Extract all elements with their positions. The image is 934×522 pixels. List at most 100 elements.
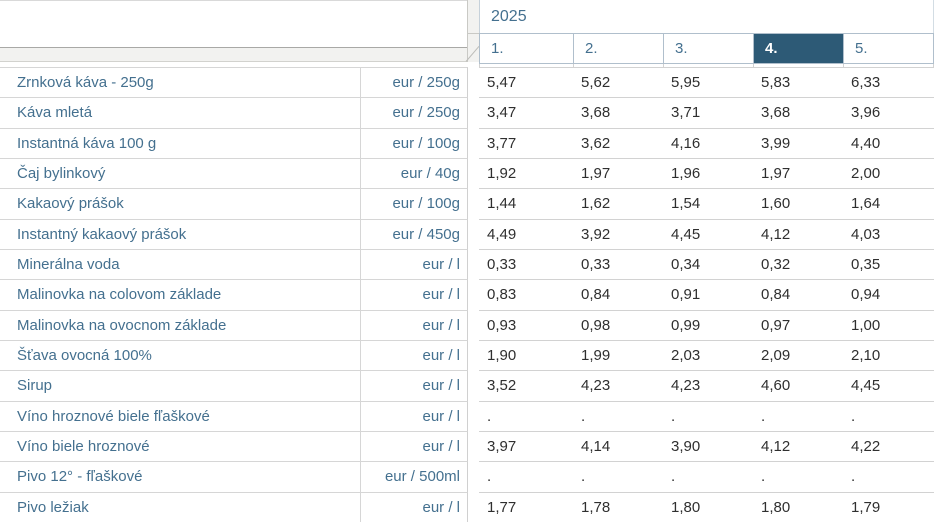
product-name-cell: Pivo 12° - fľaškové	[0, 462, 361, 492]
table-row: Pivo ležiak eur / l	[0, 491, 468, 522]
value-cell: .	[487, 468, 492, 486]
unit-cell: eur / l	[422, 377, 460, 395]
value-cell: 4,03	[851, 225, 881, 243]
value-cell: 3,92	[581, 225, 611, 243]
value-cell: 1,44	[487, 195, 517, 213]
value-cell: 2,09	[761, 347, 791, 365]
value-cell: 0,34	[671, 256, 701, 274]
value-cell: 4,49	[487, 225, 517, 243]
month-header-cell[interactable]: 5.	[844, 34, 934, 63]
table-row: Pivo 12° - fľaškové eur / 500ml	[0, 461, 468, 492]
month-header-cell[interactable]: 4.	[754, 34, 844, 63]
value-cell: 1,78	[581, 498, 611, 516]
value-cell: 5,95	[671, 74, 701, 92]
value-cell: 3,68	[581, 104, 611, 122]
value-cell: 3,97	[487, 438, 517, 456]
month-header-row: 1. 2. 3. 4. 5.	[479, 33, 934, 64]
handle-divider-line	[468, 33, 479, 34]
value-cell: 0,94	[851, 286, 881, 304]
table-row: Kakaový prášok eur / 100g	[0, 188, 468, 219]
value-cell: 3,99	[761, 134, 791, 152]
value-cell: 1,90	[487, 347, 517, 365]
year-header: 2025	[479, 0, 934, 33]
table-row: 0,93 0,98 0,99 0,97 1,00	[479, 309, 934, 340]
table-row: .....	[479, 400, 934, 431]
month-header-cell[interactable]: 2.	[574, 34, 664, 63]
value-cell: 5,62	[581, 74, 611, 92]
value-cell: 1,77	[487, 498, 517, 516]
table-row: 3,47 3,68 3,71 3,68 3,96	[479, 97, 934, 128]
table-row: 3,52 4,23 4,23 4,60 4,45	[479, 370, 934, 401]
table-row: 5,47 5,62 5,95 5,83 6,33	[479, 67, 934, 98]
table-row: Instantná káva 100 g eur / 100g	[0, 127, 468, 158]
value-cell: 4,23	[671, 377, 701, 395]
unit-cell: eur / 40g	[400, 165, 460, 183]
table-row: 4,49 3,92 4,45 4,12 4,03	[479, 218, 934, 249]
unit-cell: eur / 250g	[392, 74, 460, 92]
value-cell: 0,84	[761, 286, 791, 304]
pane-resize-handle-horizontal[interactable]	[0, 47, 480, 62]
product-name-cell: Instantný kakaový prášok	[0, 219, 361, 249]
unit-cell: eur / l	[422, 498, 460, 516]
value-cell: 4,45	[671, 225, 701, 243]
unit-cell: eur / l	[422, 316, 460, 334]
value-cell: .	[851, 407, 856, 425]
product-name-cell: Malinovka na colovom základe	[0, 280, 361, 310]
value-cell: 1,62	[581, 195, 611, 213]
value-cell: 0,97	[761, 316, 791, 334]
value-cell: 4,45	[851, 377, 881, 395]
unit-cell: eur / l	[422, 407, 460, 425]
value-cell: 3,71	[671, 104, 701, 122]
product-name-cell: Pivo ležiak	[0, 492, 361, 522]
value-cell: 3,47	[487, 104, 517, 122]
value-cell: 3,62	[581, 134, 611, 152]
value-cell: 3,68	[761, 104, 791, 122]
value-cell: 0,84	[581, 286, 611, 304]
value-cell: 0,83	[487, 286, 517, 304]
product-name-cell: Instantná káva 100 g	[0, 128, 361, 158]
row-header-column: Zrnková káva - 250g eur / 250g Káva mletá e…	[0, 67, 468, 522]
value-cell: 1,60	[761, 195, 791, 213]
product-name-cell: Kakaový prášok	[0, 189, 361, 219]
table-row: .....	[479, 461, 934, 492]
corner-panel	[0, 0, 468, 47]
product-name-cell: Malinovka na ovocnom základe	[0, 310, 361, 340]
table-row: Víno biele hroznové eur / l	[0, 430, 468, 462]
table-row: Sirup eur / l	[0, 370, 468, 401]
value-cell: 1,97	[761, 165, 791, 183]
table-row: Šťava ovocná 100% eur / l	[0, 339, 468, 371]
value-cell: 0,98	[581, 316, 611, 334]
value-cell: 5,83	[761, 74, 791, 92]
value-cell: .	[671, 468, 676, 486]
value-cell: 4,12	[761, 438, 791, 456]
value-cell: 4,23	[581, 377, 611, 395]
value-cell: 0,93	[487, 316, 517, 334]
unit-cell: eur / l	[422, 286, 460, 304]
value-cell: 5,47	[487, 74, 517, 92]
value-cell: 0,32	[761, 256, 791, 274]
table-row: 3,97 4,14 3,90 4,12 4,22	[479, 430, 934, 462]
unit-cell: eur / 100g	[392, 195, 460, 213]
value-cell: 0,91	[671, 286, 701, 304]
value-cell: 1,92	[487, 165, 517, 183]
table-row: Zrnková káva - 250g eur / 250g	[0, 67, 468, 98]
value-cell: .	[851, 468, 856, 486]
value-cell: 0,99	[671, 316, 701, 334]
value-cell: 1,80	[671, 498, 701, 516]
unit-cell: eur / 100g	[392, 134, 460, 152]
value-cell: 3,96	[851, 104, 881, 122]
value-cell: 3,77	[487, 134, 517, 152]
value-cell: 1,80	[761, 498, 791, 516]
month-header-cell[interactable]: 1.	[480, 34, 574, 63]
table-row: Minerálna voda eur / l	[0, 248, 468, 280]
table-row: Instantný kakaový prášok eur / 450g	[0, 218, 468, 249]
product-name-cell: Víno biele hroznové	[0, 431, 361, 462]
product-name-cell: Čaj bylinkový	[0, 158, 361, 189]
value-cell: 1,99	[581, 347, 611, 365]
unit-cell: eur / 450g	[392, 225, 460, 243]
table-row: 3,77 3,62 4,16 3,99 4,40	[479, 127, 934, 158]
value-cell: .	[487, 407, 492, 425]
product-name-cell: Šťava ovocná 100%	[0, 340, 361, 371]
month-header-cell[interactable]: 3.	[664, 34, 754, 63]
